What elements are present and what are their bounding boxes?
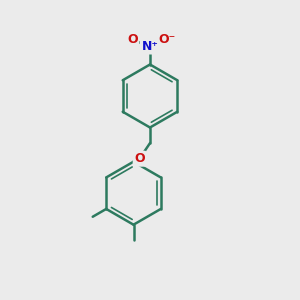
Text: O: O: [134, 152, 145, 165]
Text: N⁺: N⁺: [142, 40, 158, 53]
Text: O: O: [127, 33, 138, 46]
Text: O⁻: O⁻: [159, 33, 176, 46]
